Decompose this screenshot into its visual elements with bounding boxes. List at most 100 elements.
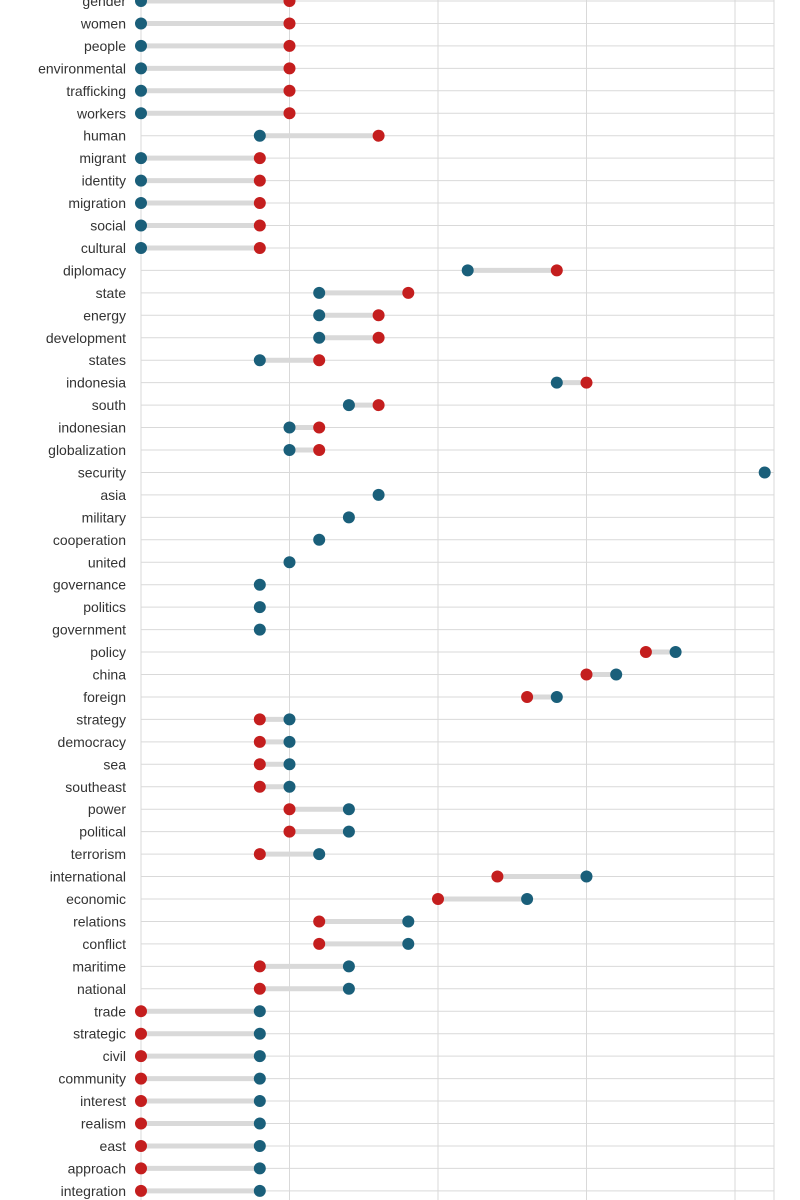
series-a-point (135, 219, 147, 232)
series-b-point (550, 264, 563, 277)
category-label: power (88, 801, 126, 817)
category-label: human (83, 128, 126, 144)
category-label: terrorism (71, 846, 126, 862)
series-a-point (135, 241, 147, 254)
category-label: trafficking (66, 83, 126, 99)
series-a-point (253, 129, 266, 142)
series-a-point (253, 1050, 266, 1063)
series-a-point (135, 39, 147, 52)
category-label: south (92, 397, 126, 413)
category-label: policy (90, 644, 126, 660)
series-a-point (253, 578, 266, 591)
series-a-point (521, 893, 534, 905)
series-b-point (283, 84, 296, 97)
series-a-point (283, 758, 296, 771)
series-a-point (253, 1184, 266, 1197)
series-b-point (283, 17, 296, 30)
category-label: united (88, 554, 126, 570)
category-label: foreign (83, 689, 126, 705)
series-b-point (253, 219, 266, 232)
category-label: diplomacy (63, 262, 126, 278)
series-a-point (402, 937, 415, 950)
series-a-point (253, 623, 266, 636)
series-a-point (372, 488, 385, 501)
series-b-point (135, 1162, 147, 1175)
series-b-point (253, 848, 266, 861)
category-label: political (79, 824, 126, 840)
series-a-point (135, 0, 147, 7)
category-label: international (50, 869, 126, 885)
series-b-point (253, 197, 266, 210)
category-label: government (52, 622, 126, 638)
category-label: identity (82, 173, 126, 189)
category-label: environmental (38, 60, 126, 76)
series-b-point (253, 241, 266, 254)
series-a-point (253, 354, 266, 367)
category-label: southeast (65, 779, 126, 795)
category-label: economic (66, 891, 126, 907)
series-b-point (135, 1139, 147, 1152)
series-b-point (253, 758, 266, 771)
series-b-point (432, 893, 444, 905)
point-layer (135, 0, 771, 1197)
series-b-point (313, 937, 326, 950)
series-a-point (342, 511, 355, 524)
series-a-point (283, 780, 296, 793)
series-a-point (135, 84, 147, 97)
series-a-point (550, 690, 563, 703)
series-a-point (342, 960, 355, 973)
series-a-point (135, 197, 147, 210)
category-label: energy (83, 307, 126, 323)
series-b-point (135, 1072, 147, 1085)
category-label: globalization (48, 442, 126, 458)
series-b-point (402, 286, 415, 299)
series-b-point (135, 1005, 147, 1018)
series-b-point (135, 1095, 147, 1108)
series-b-point (253, 982, 266, 995)
category-label: workers (76, 105, 126, 121)
category-label: trade (94, 1003, 126, 1019)
series-a-point (253, 1027, 266, 1040)
series-a-point (313, 331, 326, 344)
series-a-point (135, 152, 147, 165)
series-b-point (253, 174, 266, 187)
series-b-point (313, 444, 326, 456)
series-b-point (135, 1184, 147, 1197)
series-a-point (283, 735, 296, 748)
series-b-point (135, 1050, 147, 1063)
series-a-point (253, 1117, 266, 1130)
series-a-point (342, 803, 355, 816)
series-a-point (313, 309, 326, 322)
series-b-point (253, 713, 266, 726)
category-label: east (100, 1138, 127, 1154)
series-b-point (639, 646, 652, 659)
series-a-point (402, 915, 415, 928)
category-label: china (93, 667, 127, 683)
series-b-point (313, 421, 326, 434)
label-layer: gender women people environmental traffickin… (38, 0, 126, 1199)
category-label: cooperation (53, 532, 126, 548)
category-label: states (89, 352, 126, 368)
series-b-point (283, 62, 296, 75)
category-label: gender (82, 0, 126, 9)
series-a-point (253, 1139, 266, 1152)
series-a-point (253, 1095, 266, 1108)
series-a-point (313, 848, 326, 861)
category-label: strategic (73, 1026, 126, 1042)
series-b-point (283, 0, 296, 7)
series-a-point (135, 107, 147, 120)
series-b-point (372, 309, 385, 322)
series-a-point (135, 174, 147, 187)
series-b-point (283, 39, 296, 52)
series-b-point (580, 376, 593, 389)
category-label: migration (68, 195, 126, 211)
category-label: politics (83, 599, 126, 615)
series-a-point (283, 713, 296, 726)
series-a-point (342, 982, 355, 995)
series-a-point (342, 399, 355, 412)
series-b-point (313, 915, 326, 928)
series-b-point (253, 780, 266, 793)
series-b-point (491, 870, 504, 883)
series-b-point (283, 825, 296, 838)
